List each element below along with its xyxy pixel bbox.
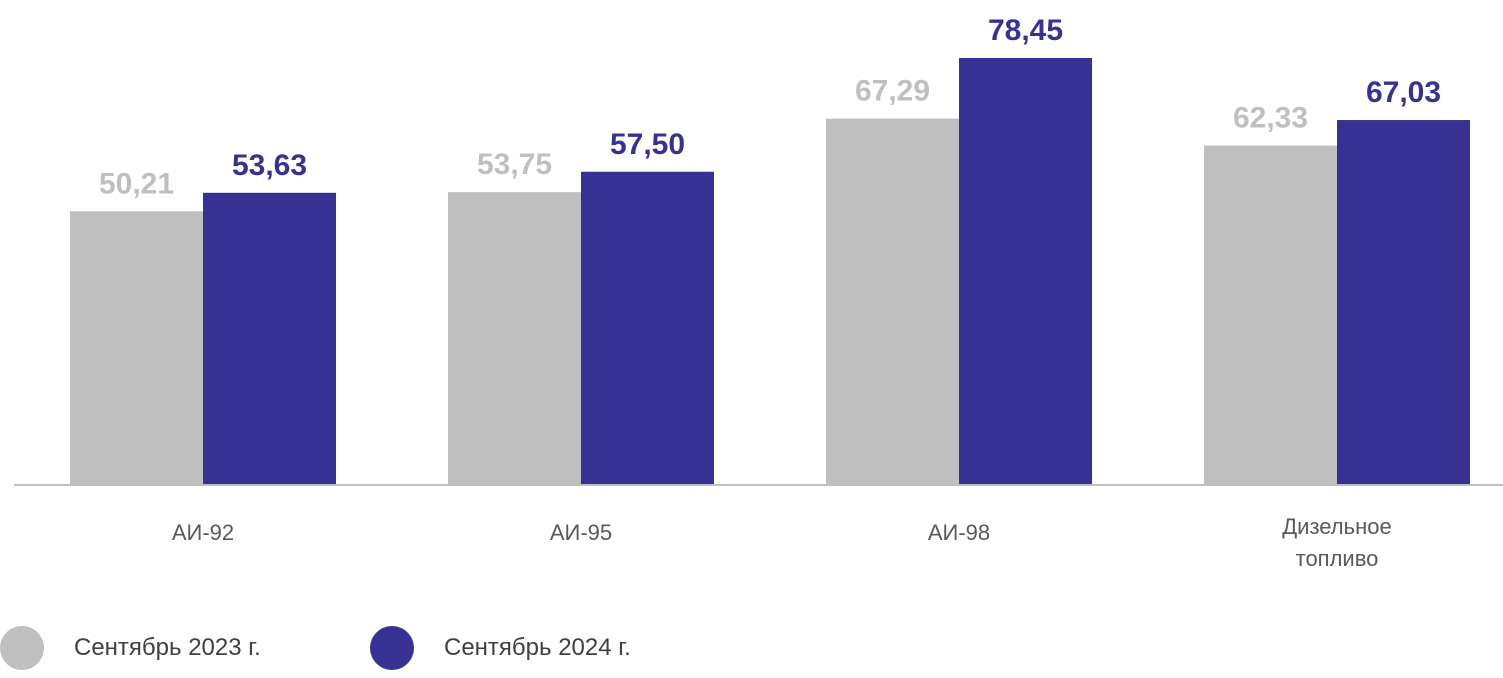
value-label-2023-0: 50,21 [99, 167, 174, 200]
category-label-3: Дизельное топливо [1282, 514, 1391, 571]
value-label-2024-1: 57,50 [610, 128, 685, 161]
value-label-2024-3: 67,03 [1366, 76, 1441, 109]
bar-2024-3 [1337, 120, 1470, 484]
bars-group [70, 58, 1470, 485]
bar-chart: 50,21 53,63 53,75 57,50 67,29 78,45 62,33 67,03… [14, 14, 1503, 571]
bar-2024-0 [203, 192, 336, 484]
category-label-1: АИ-95 [550, 520, 612, 545]
value-label-2023-3: 62,33 [1233, 102, 1308, 135]
category-labels-group: АИ-92 АИ-95 АИ-98 Дизельное топливо [172, 514, 1392, 571]
bar-2023-2 [826, 118, 959, 485]
category-label-0: АИ-92 [172, 520, 234, 545]
legend-label-2023: Сентябрь 2023 г. [74, 634, 261, 661]
legend-marker-2023 [0, 626, 44, 670]
legend-label-2024: Сентябрь 2024 г. [444, 634, 631, 661]
bar-2023-0 [70, 211, 203, 485]
category-label-3-line-1: топливо [1296, 546, 1379, 571]
bar-2023-3 [1204, 145, 1337, 484]
legend-item-2023: Сентябрь 2023 г. [0, 626, 261, 670]
value-label-2024-0: 53,63 [232, 149, 307, 182]
bar-2023-1 [448, 192, 581, 484]
value-label-2024-2: 78,45 [988, 14, 1063, 47]
value-label-2023-2: 67,29 [855, 75, 930, 108]
legend: Сентябрь 2023 г. Сентябрь 2024 г. [0, 620, 1503, 678]
bar-2024-1 [581, 171, 714, 484]
bar-2024-2 [959, 58, 1092, 484]
category-label-2: АИ-98 [928, 520, 990, 545]
category-label-3-line-0: Дизельное [1282, 514, 1391, 539]
value-labels-group: 50,21 53,63 53,75 57,50 67,29 78,45 62,33 67,03 [99, 14, 1441, 200]
legend-item-2024: Сентябрь 2024 г. [370, 626, 631, 670]
value-label-2023-1: 53,75 [477, 148, 552, 181]
legend-marker-2024 [370, 626, 414, 670]
